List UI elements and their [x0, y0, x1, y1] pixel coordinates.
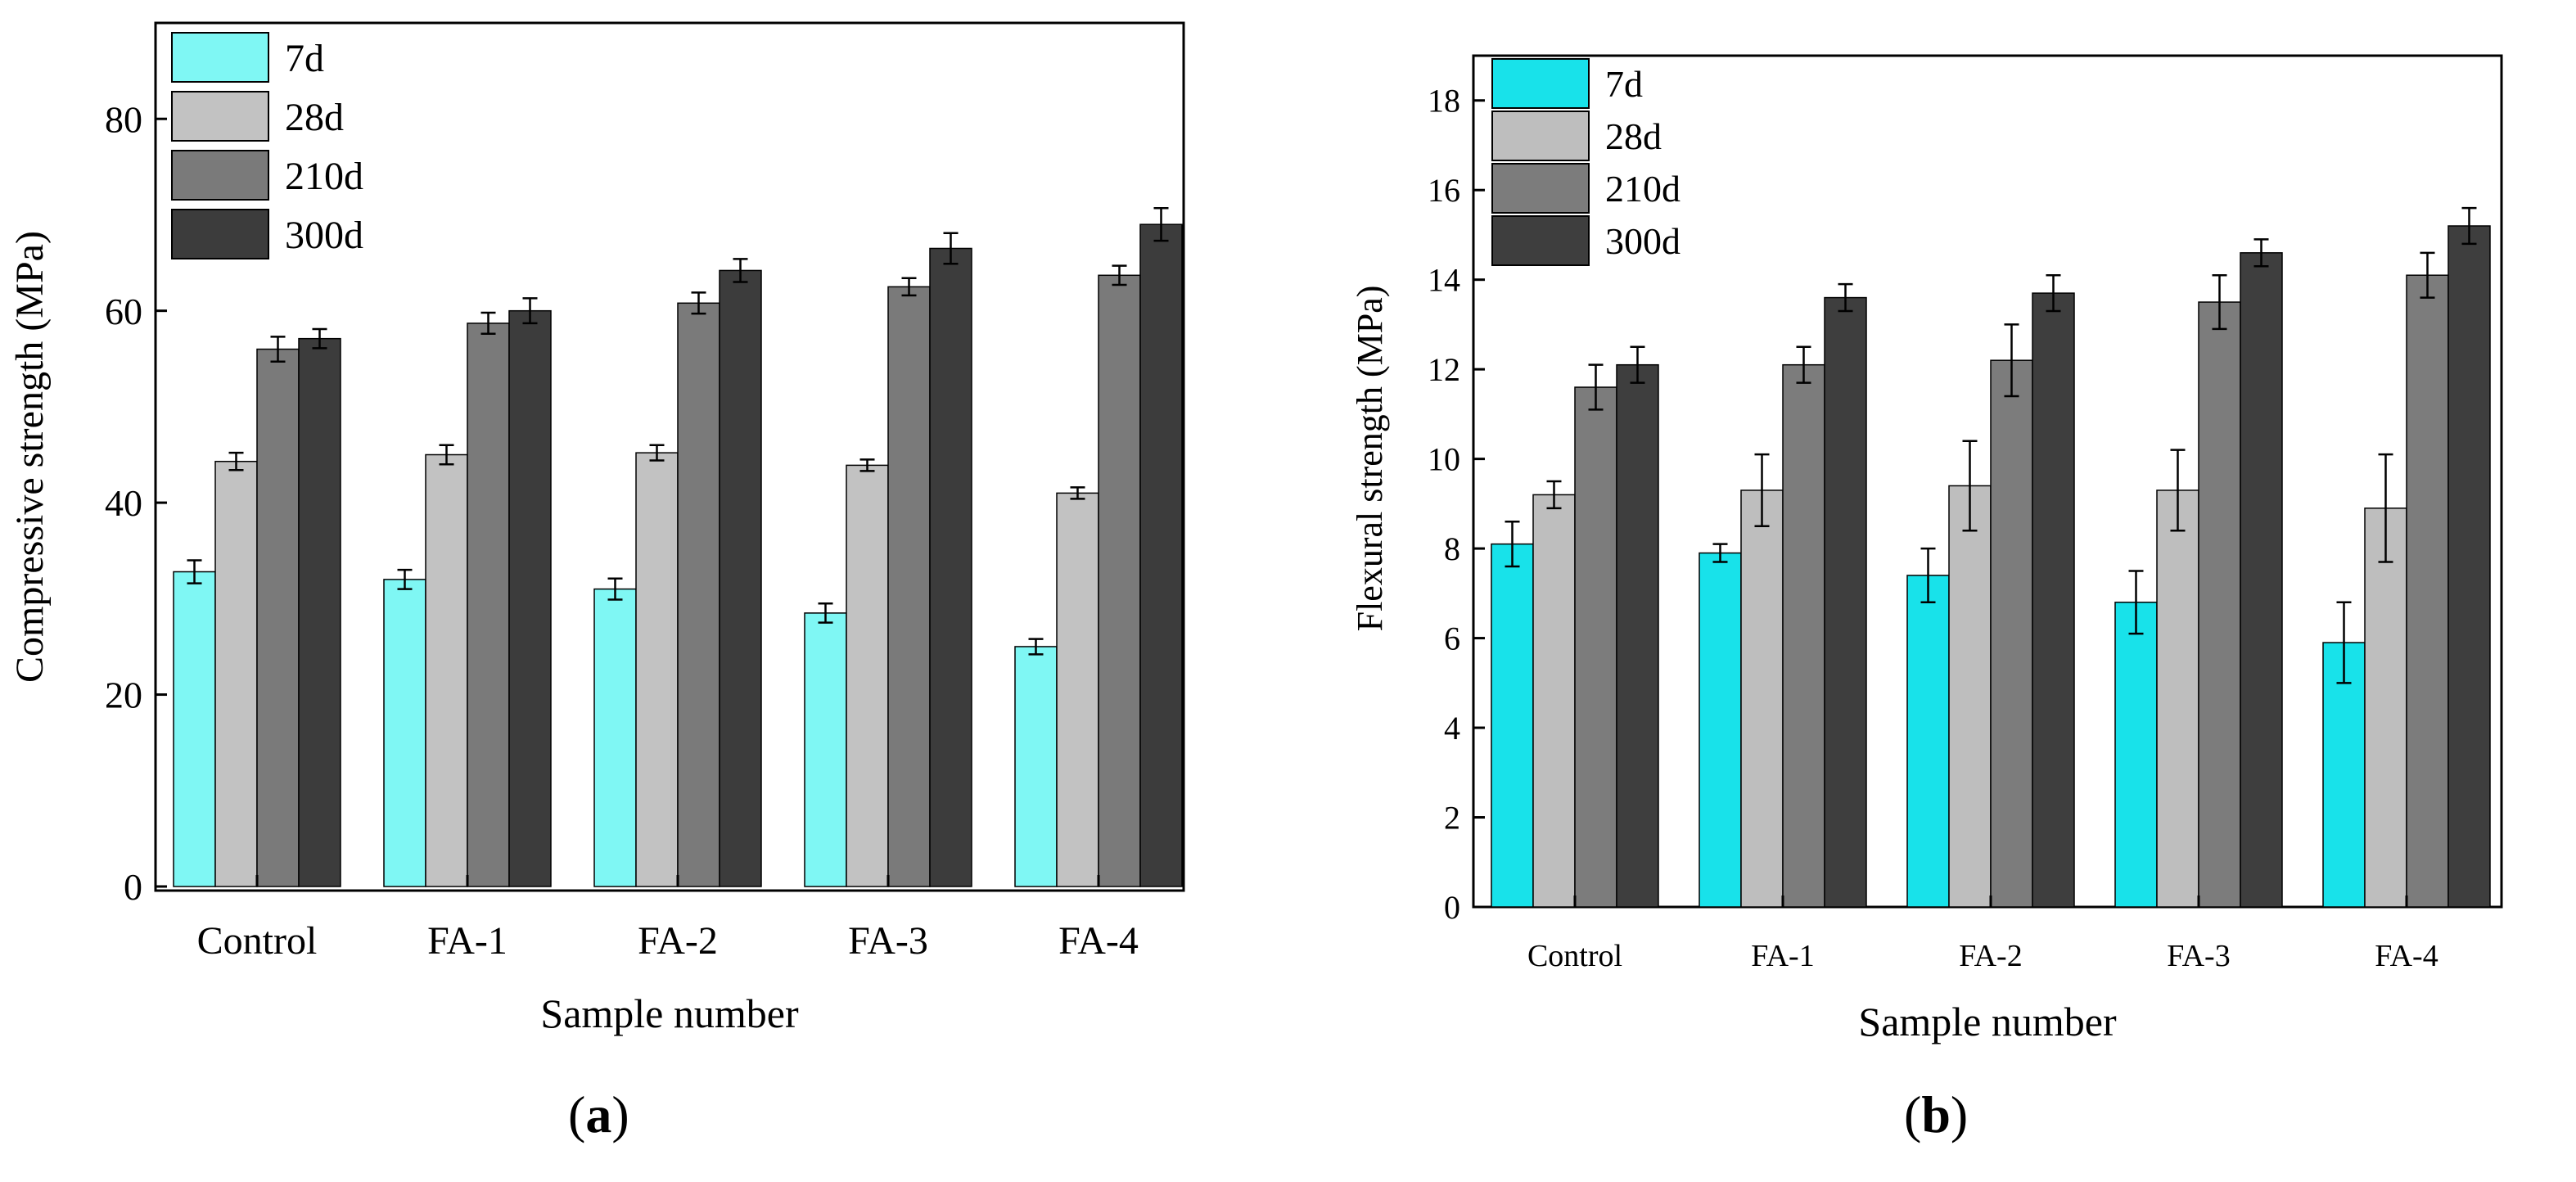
bar-b-FA-1-300d [1824, 296, 1867, 908]
y-tick-label-a: 20 [105, 674, 142, 716]
bar-b-FA-3-210d [2198, 301, 2241, 908]
x-tick-label-b: FA-3 [2167, 939, 2230, 973]
bar-b-FA-1-7d [1699, 552, 1742, 908]
legend-swatch-b-7d [1491, 58, 1590, 109]
bar-a-FA-1-7d [383, 579, 426, 887]
legend-swatch-a-210d [171, 150, 269, 201]
legend-label-a-300d: 300d [285, 214, 363, 257]
legend-a: 7d 28d 210d 300d [171, 32, 363, 259]
bar-b-Control-300d [1616, 363, 1659, 908]
y-tick-label-b: 8 [1444, 530, 1460, 567]
legend-label-b-210d: 210d [1605, 168, 1680, 210]
bar-b-FA-3-300d [2240, 252, 2283, 908]
y-tick-label-b: 6 [1444, 620, 1460, 657]
x-tick-label-b: FA-4 [2375, 939, 2438, 973]
y-tick-label-b: 12 [1428, 351, 1460, 388]
bars-group-b [1491, 206, 2491, 908]
panel-letter-b: b [1921, 1085, 1951, 1144]
bar-b-FA-3-7d [2114, 602, 2158, 908]
y-tick-label-a: 80 [105, 98, 142, 140]
y-tick-label-a: 40 [105, 482, 142, 524]
legend-swatch-b-210d [1491, 163, 1590, 214]
bar-a-Control-7d [173, 571, 216, 887]
legend-swatch-a-7d [171, 32, 269, 83]
y-tick-label-b: 2 [1444, 800, 1460, 837]
bar-a-Control-210d [256, 348, 300, 887]
bar-a-FA-1-210d [467, 323, 510, 887]
y-tick-label-a: 60 [105, 291, 142, 332]
panel-label-b: (b) [1904, 1085, 1969, 1144]
y-tick-label-b: 10 [1428, 441, 1460, 478]
legend-swatch-b-28d [1491, 111, 1590, 161]
x-tick-label-b: FA-2 [1959, 939, 2022, 973]
y-tick-label-b: 16 [1428, 172, 1460, 209]
legend-label-b-28d: 28d [1605, 115, 1662, 157]
bar-b-FA-4-7d [2322, 642, 2366, 908]
panel-label-a: (a) [568, 1085, 629, 1144]
y-tick-label-a: 0 [124, 866, 142, 908]
bar-b-FA-4-300d [2447, 225, 2491, 908]
axes-group-a: 0 20 40 60 80 Control FA-1 FA-2 FA-3 FA-4 [105, 98, 1139, 963]
bar-b-FA-4-210d [2406, 274, 2449, 908]
bar-b-FA-1-28d [1740, 489, 1784, 908]
bar-a-Control-300d [298, 337, 341, 887]
bar-a-FA-4-28d [1056, 492, 1099, 887]
bar-a-FA-3-28d [846, 464, 889, 887]
legend-label-b-7d: 7d [1605, 63, 1643, 105]
legend-swatch-a-28d [171, 91, 269, 142]
x-tick-label-a: FA-2 [638, 919, 718, 963]
chart-panel-b: 0 2 4 6 8 10 12 14 16 18 Control FA-1 FA-2 FA-3 FA-4 7… [1350, 54, 2503, 1044]
y-axis-label-a: Compressive strength (MPa) [8, 231, 52, 683]
bars-group-a [173, 206, 1183, 887]
bar-a-FA-1-28d [425, 453, 468, 887]
bar-b-FA-1-210d [1782, 363, 1825, 908]
bar-a-FA-2-28d [635, 452, 679, 887]
y-tick-label-b: 18 [1428, 83, 1460, 120]
axes-group-b: 0 2 4 6 8 10 12 14 16 18 Control FA-1 FA-2 FA-3 FA-4 [1428, 83, 2438, 973]
bar-b-FA-3-28d [2156, 489, 2199, 908]
bar-b-FA-2-7d [1906, 575, 1950, 908]
bar-a-Control-28d [214, 460, 258, 887]
bar-b-FA-2-300d [2032, 292, 2075, 908]
bar-a-FA-4-300d [1139, 223, 1183, 887]
y-tick-label-b: 0 [1444, 889, 1460, 926]
bar-b-Control-210d [1574, 386, 1617, 908]
x-tick-label-b: FA-1 [1751, 939, 1814, 973]
bar-a-FA-4-7d [1014, 646, 1058, 887]
chart-panel-a: 0 20 40 60 80 Control FA-1 FA-2 FA-3 FA-4 7d 28d 21… [8, 21, 1185, 1036]
panel-letter-a: a [585, 1085, 612, 1144]
x-tick-label-a: FA-1 [427, 919, 508, 963]
bar-b-FA-4-28d [2364, 508, 2407, 908]
x-tick-label-a: FA-3 [848, 919, 928, 963]
bar-b-FA-2-28d [1948, 485, 1992, 908]
legend-b: 7d 28d 210d 300d [1491, 58, 1680, 266]
legend-label-a-7d: 7d [285, 37, 324, 80]
x-axis-label-b: Sample number [1858, 999, 2117, 1044]
y-tick-label-b: 14 [1428, 262, 1460, 299]
y-tick-label-b: 4 [1444, 710, 1460, 747]
legend-label-a-210d: 210d [285, 155, 363, 198]
bar-b-FA-2-210d [1990, 359, 2033, 908]
x-axis-label-a: Sample number [540, 990, 799, 1036]
x-tick-label-a: FA-4 [1058, 919, 1139, 963]
legend-label-b-300d: 300d [1605, 220, 1680, 262]
bar-a-FA-2-7d [593, 588, 637, 887]
bar-a-FA-2-300d [719, 269, 762, 887]
x-tick-label-a: Control [197, 919, 318, 963]
legend-label-a-28d: 28d [285, 96, 344, 139]
bar-a-FA-1-300d [508, 309, 552, 887]
bar-a-FA-3-210d [887, 286, 931, 887]
bar-a-FA-3-300d [929, 247, 972, 887]
x-tick-label-b: Control [1527, 939, 1622, 973]
bar-b-Control-7d [1491, 543, 1534, 908]
bar-a-FA-4-210d [1098, 274, 1141, 887]
y-axis-label-b: Flexural strength (MPa) [1350, 286, 1390, 632]
plot-area-a [154, 21, 1185, 892]
bar-b-Control-28d [1532, 494, 1576, 908]
legend-swatch-b-300d [1491, 215, 1590, 266]
bar-a-FA-3-7d [804, 612, 847, 887]
bar-a-FA-2-210d [677, 302, 720, 887]
legend-swatch-a-300d [171, 209, 269, 259]
